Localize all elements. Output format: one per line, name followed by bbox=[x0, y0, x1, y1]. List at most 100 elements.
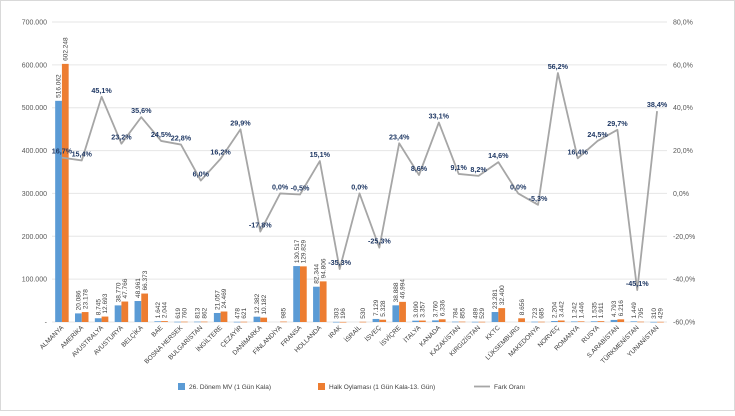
bar-value-label: 3.357 bbox=[420, 301, 427, 318]
bar-referendum bbox=[220, 311, 228, 322]
percent-value-label: 15,4% bbox=[72, 149, 93, 158]
percent-value-label: 0,0% bbox=[351, 182, 368, 191]
percent-value-label: 6,0% bbox=[193, 170, 210, 179]
bar-value-label: 129.829 bbox=[301, 239, 308, 263]
right-axis-tick-label: 60,0% bbox=[673, 62, 693, 69]
right-axis-tick-label: -20,0% bbox=[673, 234, 695, 241]
legend-label: Fark Oranı bbox=[494, 384, 525, 391]
percent-value-label: 16,7% bbox=[52, 147, 73, 156]
right-axis-tick-label: -40,0% bbox=[673, 277, 695, 284]
bar-data-labels: 516.062 602.248 20.086 23.178 8.745 12.693 38.… bbox=[56, 37, 665, 319]
percent-value-label: 0,0% bbox=[272, 182, 289, 191]
bar-value-label: 795 bbox=[638, 307, 645, 318]
bar-referendum bbox=[478, 321, 486, 323]
bar-value-label: 2.044 bbox=[162, 301, 169, 318]
bar-mv-26 bbox=[154, 321, 162, 322]
bar-referendum bbox=[657, 321, 664, 323]
bar-value-label: 82.344 bbox=[314, 263, 321, 283]
bar-value-label: 985 bbox=[281, 307, 288, 318]
bar-mv-26 bbox=[432, 320, 439, 322]
bar-referendum bbox=[637, 321, 644, 323]
percent-value-label: 29,7% bbox=[607, 119, 628, 128]
bar-mv-26 bbox=[412, 320, 420, 322]
percent-value-label: 15,1% bbox=[310, 150, 331, 159]
percent-value-label: 0,0% bbox=[510, 182, 527, 191]
percent-value-label: 22,8% bbox=[171, 134, 192, 143]
bar-value-label: 32.400 bbox=[499, 285, 506, 305]
bar-mv-26 bbox=[650, 321, 658, 323]
bar-value-label: 619 bbox=[175, 308, 182, 319]
bar-mv-26 bbox=[233, 321, 241, 323]
bar-mv-26 bbox=[134, 301, 142, 322]
bar-value-label: 130.517 bbox=[294, 239, 301, 263]
bar-value-label: 1.642 bbox=[155, 302, 162, 319]
percent-value-label: -25,3% bbox=[368, 237, 391, 246]
percent-value-label: -5,3% bbox=[529, 194, 548, 203]
bar-mv-26 bbox=[313, 286, 320, 322]
percent-value-label: 23,2% bbox=[111, 133, 132, 142]
bar-value-label: 1.535 bbox=[591, 302, 598, 319]
bar-mv-26 bbox=[253, 316, 261, 322]
bar-value-label: 602.248 bbox=[62, 37, 69, 61]
bar-mv-26 bbox=[570, 321, 578, 323]
bar-value-label: 47.766 bbox=[122, 278, 129, 298]
percent-value-label: 8,2% bbox=[470, 165, 487, 174]
bar-value-label: 516.062 bbox=[56, 74, 63, 98]
bar-value-label: 10.182 bbox=[261, 294, 268, 314]
legend-swatch bbox=[178, 383, 185, 390]
bar-referendum bbox=[458, 321, 466, 323]
percent-value-label: 38,4% bbox=[647, 100, 668, 109]
percent-value-label: 24,5% bbox=[587, 130, 608, 139]
bar-referendum bbox=[379, 319, 387, 322]
bar-referendum bbox=[498, 308, 506, 322]
bar-value-label: 723 bbox=[532, 307, 539, 318]
bar-value-label: 529 bbox=[479, 308, 486, 319]
bar-value-label: 813 bbox=[195, 307, 202, 318]
bar-value-label: 8.745 bbox=[95, 299, 102, 316]
percent-value-label: 8,6% bbox=[411, 164, 428, 173]
bar-referendum bbox=[617, 319, 625, 322]
gridlines bbox=[52, 21, 667, 323]
bar-value-label: 48.961 bbox=[135, 278, 142, 298]
bar-value-label: 1.242 bbox=[572, 302, 579, 319]
percent-value-label: -45,1% bbox=[626, 279, 649, 288]
bar-referendum bbox=[101, 316, 109, 322]
bar-referendum bbox=[141, 293, 149, 322]
bar-value-label: 478 bbox=[234, 308, 241, 319]
left-axis-tick-label: 300.000 bbox=[22, 191, 47, 198]
bar-value-label: 23.281 bbox=[492, 289, 499, 309]
percent-value-label: 35,6% bbox=[131, 106, 152, 115]
fark-orani-line bbox=[61, 72, 658, 291]
percent-value-label: 24,5% bbox=[151, 130, 172, 139]
bar-series bbox=[55, 63, 664, 323]
bar-value-label: 3.760 bbox=[433, 301, 440, 318]
bar-value-label: 530 bbox=[360, 308, 367, 319]
bar-value-label: 24.469 bbox=[221, 288, 228, 308]
right-axis-tick-label: 20,0% bbox=[673, 148, 693, 155]
bar-mv-26 bbox=[630, 321, 638, 322]
bar-value-label: 94.806 bbox=[320, 258, 327, 278]
bar-mv-26 bbox=[293, 266, 300, 322]
bar-value-label: 784 bbox=[453, 307, 460, 318]
bar-value-label: 12.693 bbox=[102, 293, 109, 313]
left-axis-tick-label: 400.000 bbox=[22, 148, 47, 155]
bar-value-label: 760 bbox=[182, 307, 189, 318]
bar-value-label: 1.911 bbox=[598, 302, 605, 318]
percent-value-label: 33,1% bbox=[429, 112, 450, 121]
left-axis-tick-label: 500.000 bbox=[22, 105, 47, 112]
bar-mv-26 bbox=[372, 318, 380, 322]
bar-value-label: 20.086 bbox=[76, 290, 83, 310]
bar-value-label: 38.770 bbox=[115, 282, 122, 302]
percent-value-label: -17,8% bbox=[249, 221, 272, 230]
bar-mv-26 bbox=[332, 321, 340, 323]
bar-value-label: 4.793 bbox=[611, 300, 618, 317]
bar-referendum bbox=[419, 320, 426, 322]
right-axis-tick-label: 0,0% bbox=[673, 191, 689, 198]
bar-referendum bbox=[180, 321, 188, 323]
bar-mv-26 bbox=[531, 321, 539, 323]
percent-value-label: 29,9% bbox=[230, 118, 251, 127]
bar-value-label: 621 bbox=[241, 308, 248, 319]
